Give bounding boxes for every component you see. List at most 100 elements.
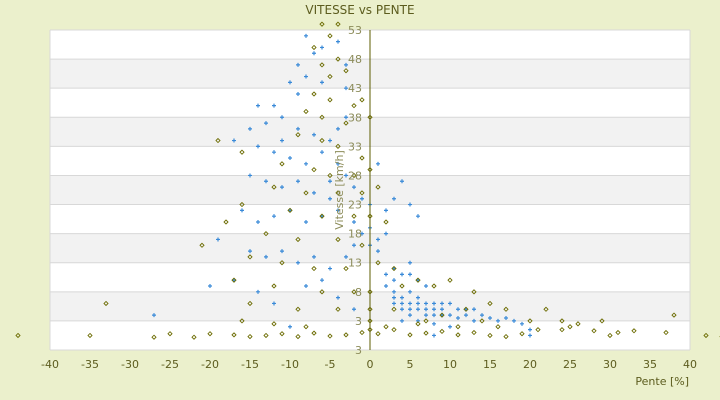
- data-point-olive: [335, 306, 341, 312]
- y-tick-label: 23: [348, 199, 362, 212]
- data-point-olive: [311, 330, 317, 336]
- data-point-blue: [464, 307, 468, 312]
- data-point-olive: [279, 260, 285, 266]
- data-point-olive: [631, 328, 637, 334]
- y-tick-label: 8: [355, 286, 362, 299]
- data-point-olive: [495, 324, 501, 330]
- data-point-blue: [440, 301, 444, 306]
- data-point-olive: [335, 143, 341, 150]
- data-point-olive: [351, 289, 357, 295]
- x-tick-labels: -40 -35 -30 -25 -20 -15 -10 -5 0 5 10 15 20 25 30 35 40: [41, 358, 697, 371]
- data-point-blue: [432, 321, 436, 326]
- data-point-blue: [320, 150, 324, 155]
- data-point-blue: [432, 313, 436, 318]
- data-point-olive: [207, 331, 213, 337]
- data-point-olive: [295, 132, 301, 138]
- data-point-blue: [320, 278, 324, 283]
- data-point-blue: [304, 33, 308, 38]
- data-point-olive: [311, 91, 317, 97]
- data-point-olive: [247, 333, 253, 340]
- data-point-blue: [408, 301, 412, 306]
- x-tick-label: 40: [683, 358, 697, 371]
- y-tick-label: 38: [348, 111, 362, 124]
- data-point-olive: [343, 332, 349, 338]
- data-point-blue: [528, 327, 532, 332]
- data-point-blue: [440, 313, 444, 318]
- data-point-blue: [424, 301, 428, 306]
- data-point-olive: [87, 332, 93, 339]
- data-point-blue: [416, 307, 420, 312]
- data-point-blue: [416, 301, 420, 306]
- data-point-blue: [328, 266, 332, 271]
- data-point-blue: [248, 126, 252, 131]
- data-point-blue: [272, 150, 276, 155]
- y-tick-label: 48: [348, 53, 362, 66]
- data-point-olive: [167, 331, 173, 337]
- data-point-olive: [215, 137, 221, 144]
- data-point-blue: [448, 301, 452, 306]
- data-point-blue: [264, 121, 268, 126]
- data-point-blue: [376, 237, 380, 242]
- x-tick-label: -30: [121, 358, 139, 371]
- data-point-olive: [503, 306, 509, 312]
- data-point-blue: [336, 161, 340, 166]
- data-point-blue: [456, 307, 460, 312]
- data-point-olive: [415, 277, 421, 283]
- data-point-olive: [455, 332, 461, 338]
- data-point-olive: [335, 56, 341, 62]
- data-point-olive: [575, 321, 581, 327]
- y-tick-label: 3: [355, 344, 362, 357]
- data-point-olive: [311, 265, 317, 272]
- data-point-blue: [472, 318, 476, 323]
- data-point-blue: [392, 196, 396, 201]
- data-point-blue: [320, 45, 324, 50]
- data-point-blue: [384, 272, 388, 277]
- data-point-blue: [152, 313, 156, 318]
- data-point-blue: [392, 301, 396, 306]
- data-point-blue: [400, 301, 404, 306]
- data-point-olive: [319, 213, 325, 219]
- data-point-blue: [288, 208, 292, 213]
- data-point-olive: [295, 306, 301, 312]
- data-point-blue: [416, 214, 420, 219]
- data-point-blue: [400, 272, 404, 277]
- data-point-olive: [279, 161, 285, 167]
- data-point-blue: [232, 278, 236, 283]
- data-point-blue: [328, 196, 332, 201]
- data-point-blue: [352, 220, 356, 224]
- data-point-blue: [328, 138, 332, 143]
- data-point-blue: [280, 138, 284, 143]
- data-point-blue: [344, 86, 348, 91]
- data-point-olive: [247, 300, 253, 307]
- data-point-olive: [223, 219, 229, 225]
- data-point-olive: [327, 333, 333, 339]
- data-point-olive: [391, 306, 397, 312]
- data-point-blue: [464, 313, 468, 318]
- data-point-olive: [615, 329, 621, 336]
- data-point-blue: [416, 278, 420, 283]
- data-point-blue: [312, 132, 316, 137]
- x-tick-label: 15: [483, 358, 497, 371]
- data-point-olive: [407, 332, 413, 338]
- data-point-olive: [303, 108, 309, 115]
- data-point-olive: [663, 329, 669, 336]
- data-point-blue: [312, 51, 316, 56]
- data-point-blue: [288, 156, 292, 160]
- data-point-olive: [231, 277, 237, 283]
- data-point-blue: [336, 295, 340, 300]
- data-point-blue: [376, 161, 380, 166]
- data-point-blue: [392, 278, 396, 283]
- data-point-olive: [375, 184, 381, 190]
- data-point-olive: [703, 332, 709, 339]
- x-axis-title: Pente [%]: [635, 375, 689, 388]
- data-point-blue: [384, 231, 388, 236]
- data-point-olive: [295, 333, 301, 340]
- data-point-blue: [496, 318, 500, 323]
- data-point-olive: [343, 265, 349, 272]
- data-point-olive: [359, 190, 365, 196]
- data-point-olive: [359, 155, 365, 161]
- x-tick-label: 10: [443, 358, 457, 371]
- data-point-olive: [439, 328, 445, 335]
- data-point-olive: [343, 120, 349, 126]
- y-axis-title: Vitesse [km/h]: [333, 150, 346, 230]
